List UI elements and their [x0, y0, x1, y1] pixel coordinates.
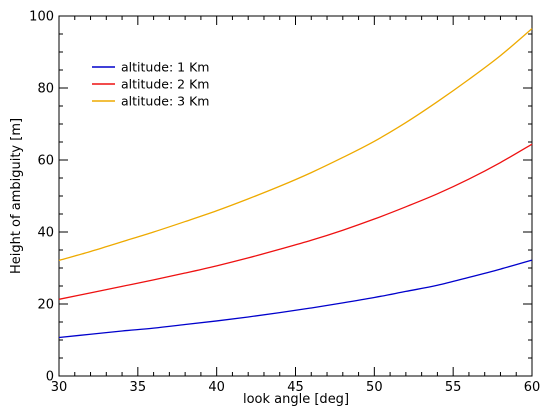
x-tick-label: 55 [445, 380, 462, 395]
x-tick-label: 35 [130, 380, 147, 395]
y-tick-label: 0 [46, 370, 54, 385]
y-tick-label: 100 [29, 10, 54, 25]
x-tick-label: 40 [208, 380, 225, 395]
y-axis-label: Height of ambiguity [m] [9, 118, 24, 274]
series-line-3 [58, 28, 533, 262]
y-tick-label: 80 [37, 82, 54, 97]
x-tick-label: 45 [287, 380, 304, 395]
y-tick-label: 40 [37, 226, 54, 241]
x-tick-label: 60 [524, 380, 541, 395]
y-tick-label: 60 [37, 154, 54, 169]
x-tick-label: 50 [366, 380, 383, 395]
axes: 30 35 40 45 50 55 60 0 20 40 60 80 100 [29, 10, 540, 396]
series-line-1 [58, 259, 533, 339]
legend-label-3: altitude: 3 Km [121, 94, 209, 109]
x-axis-label: look angle [deg] [243, 392, 349, 407]
series-line-2 [58, 143, 533, 300]
x-tick-label: 30 [51, 380, 68, 395]
series-lines [58, 28, 533, 339]
legend: altitude: 1 Km altitude: 2 Km altitude: 3 … [92, 60, 209, 109]
y-tick-label: 20 [37, 298, 54, 313]
legend-label-1: altitude: 1 Km [121, 60, 209, 75]
legend-label-2: altitude: 2 Km [121, 77, 209, 92]
